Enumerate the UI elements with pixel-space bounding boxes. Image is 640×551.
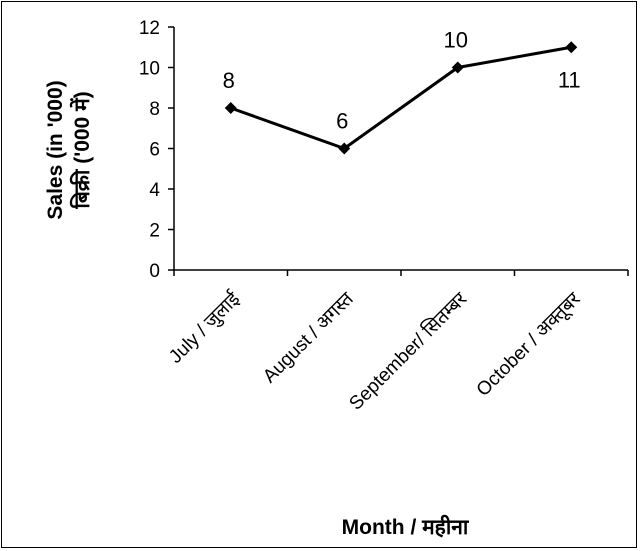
x-tick-label: October / अक्तूबर — [473, 288, 587, 402]
data-point-marker — [451, 61, 464, 74]
axes — [168, 26, 629, 276]
y-tick-label: 12 — [139, 18, 160, 39]
y-tick-labels: 0 2 4 6 8 10 12 — [139, 18, 161, 282]
y-tick-label: 6 — [149, 140, 160, 161]
y-axis-title-line-2: बिक्री ('000 में) — [69, 91, 94, 209]
x-tick-label: August / अगस्त — [259, 288, 358, 387]
data-point-marker — [338, 142, 351, 155]
y-tick-label: 8 — [149, 99, 160, 120]
y-tick-label: 4 — [149, 180, 160, 201]
data-label: 10 — [444, 28, 468, 53]
data-labels: 8 6 10 11 — [223, 28, 581, 134]
data-label: 6 — [336, 109, 348, 134]
x-tick-label: September/ सितम्बर — [344, 286, 472, 414]
data-point-marker — [565, 41, 578, 54]
series-line — [230, 45, 572, 150]
x-axis-title: Month / महीना — [342, 514, 470, 539]
data-point-marker — [224, 102, 237, 114]
y-tick-label: 10 — [139, 59, 160, 80]
data-label: 11 — [558, 67, 581, 92]
data-label: 8 — [223, 68, 235, 93]
y-tick-label: 0 — [149, 261, 160, 282]
y-tick-label: 2 — [149, 221, 160, 242]
y-axis-title-line-1: Sales (in '000) — [44, 80, 67, 219]
series — [224, 41, 578, 155]
x-tick-label: July / जुलाई — [164, 287, 246, 369]
